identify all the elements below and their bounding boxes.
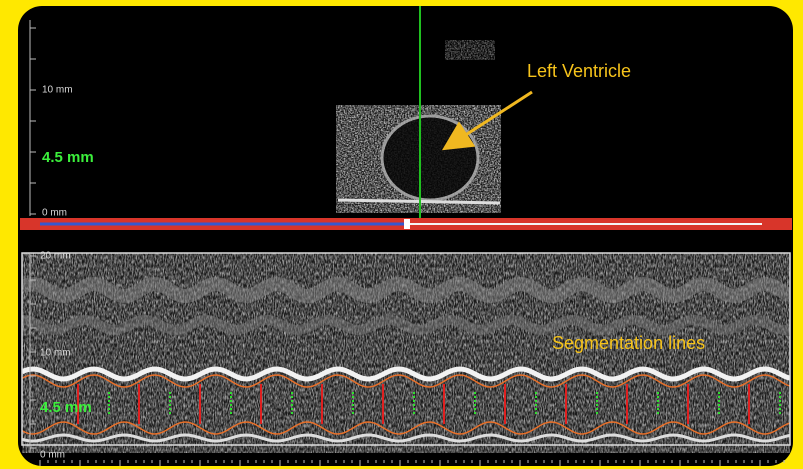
scale-label: 0 mm bbox=[40, 450, 65, 461]
annotation: Left Ventricle bbox=[527, 61, 631, 81]
ultrasound-screenshot: 10 mm 4.5 mm 0 mm Left Ventricle 20 mm 1… bbox=[0, 0, 803, 469]
scale-label: 10 mm bbox=[40, 348, 71, 359]
timeline-handle[interactable] bbox=[404, 219, 410, 229]
scale-label: 4.5 mm bbox=[40, 399, 92, 416]
scale-label: 20 mm bbox=[40, 251, 71, 262]
scale-label: 4.5 mm bbox=[42, 149, 94, 166]
annotation: Segmentation lines bbox=[552, 333, 705, 353]
scale-label: 10 mm bbox=[42, 85, 73, 96]
echo-artifact bbox=[445, 40, 495, 60]
scale-label: 0 mm bbox=[42, 208, 67, 219]
timeline-bar bbox=[20, 218, 792, 230]
ventricle-wall bbox=[382, 116, 478, 200]
bottom-panel: 20 mm 10 mm 4.5 mm 0 mm Segmentation lin… bbox=[22, 251, 790, 461]
